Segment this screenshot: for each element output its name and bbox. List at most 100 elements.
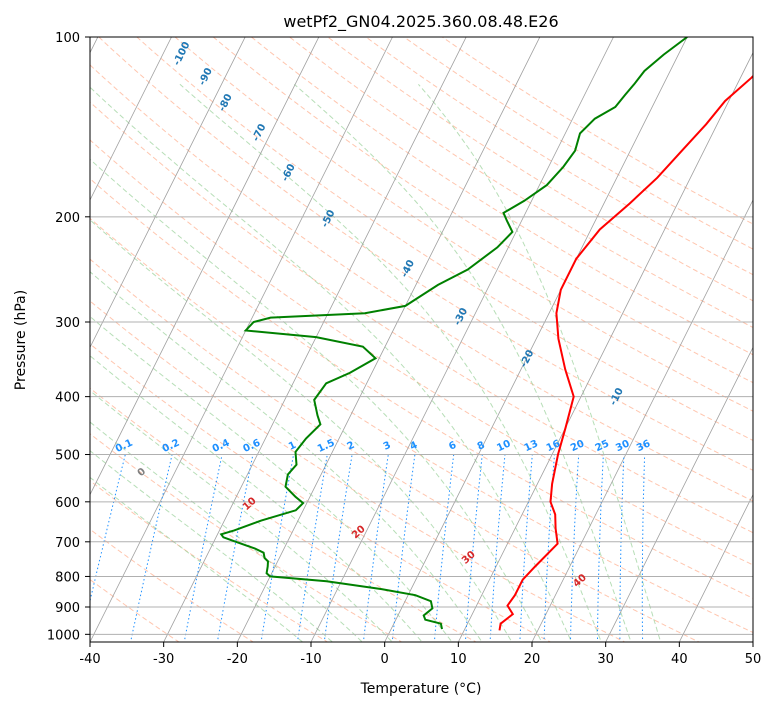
mixing-ratio-label: 20 xyxy=(569,438,586,454)
dry-adiabat xyxy=(90,178,753,599)
x-tick-label: -30 xyxy=(153,652,174,667)
mixing-ratio-label: 30 xyxy=(614,438,631,454)
dry-adiabat xyxy=(136,37,753,441)
mixing-ratio-line xyxy=(323,454,353,642)
dry-adiabat xyxy=(90,258,701,642)
mixing-ratio-line xyxy=(296,454,328,642)
isotherm-line xyxy=(310,37,614,642)
background-lines xyxy=(90,37,753,642)
dry-adiabat xyxy=(90,387,478,642)
mixing-ratio-line xyxy=(596,454,604,642)
plot-frame xyxy=(89,36,754,643)
x-tick-label: -20 xyxy=(227,652,248,667)
mixing-ratio-line xyxy=(260,454,295,642)
dry-adiabat-label: 20 xyxy=(350,524,368,542)
mixing-ratio-label: 0.4 xyxy=(211,438,232,455)
sounding-profiles xyxy=(219,37,753,631)
dry-adiabat xyxy=(90,101,753,534)
dry-adiabat xyxy=(98,37,753,471)
dry-adiabat xyxy=(90,139,753,566)
y-tick-label: 400 xyxy=(55,391,80,406)
mixing-ratio-label: 6 xyxy=(447,440,458,453)
mixing-ratio-line xyxy=(362,454,389,642)
mixing-ratio-label: 36 xyxy=(635,438,652,454)
mixing-ratio-line xyxy=(130,454,173,642)
dry-adiabat xyxy=(212,37,753,384)
mixing-ratio-label: 4 xyxy=(408,440,419,453)
mixing-ratio-label: 8 xyxy=(476,440,487,453)
moist-adiabat xyxy=(90,476,304,642)
moist-adiabat xyxy=(179,83,602,642)
y-tick-label: 200 xyxy=(55,211,80,226)
y-tick-label: 100 xyxy=(55,31,80,46)
dry-adiabat xyxy=(90,578,180,642)
y-axis-label: Pressure (hPa) xyxy=(13,290,29,390)
isotherm-label: -90 xyxy=(197,66,215,87)
y-tick-label: 900 xyxy=(55,601,80,616)
isotherm-line xyxy=(236,37,541,642)
y-tick-label: 1000 xyxy=(47,628,80,643)
x-tick-label: 40 xyxy=(671,652,688,667)
isotherm-line xyxy=(90,37,172,201)
mixing-ratio-label: 1 xyxy=(287,440,298,453)
mixing-ratio-line xyxy=(216,454,254,642)
dry-adiabat-label: 10 xyxy=(241,495,259,513)
mixing-ratio-line xyxy=(183,454,223,642)
mixing-ratio-line xyxy=(489,454,506,642)
dry-adiabat xyxy=(90,528,255,642)
moist-adiabat xyxy=(90,450,334,642)
y-tick-label: 800 xyxy=(55,570,80,585)
isotherm-label: -80 xyxy=(217,92,235,113)
pressure-gridlines xyxy=(90,216,753,635)
y-tick-label: 300 xyxy=(55,316,80,331)
moist-adiabat xyxy=(293,83,632,642)
mixing-ratio-label: 0.2 xyxy=(161,438,182,455)
x-axis-label: Temperature (°C) xyxy=(360,681,482,697)
isotherm-line xyxy=(90,37,393,642)
isotherm-label: -50 xyxy=(320,208,338,229)
x-tick-label: 20 xyxy=(524,652,541,667)
isotherm-line xyxy=(457,51,753,642)
isotherm-label: -20 xyxy=(519,348,537,369)
isotherm-line xyxy=(605,346,753,642)
mixing-ratio-label: 25 xyxy=(594,438,611,454)
dry-adiabat xyxy=(90,64,753,502)
mixing-ratio-label: 2 xyxy=(346,440,357,453)
isoline-labels: -100-90-80-70-60-50-40-30-20-100.1 0.2 0.4… xyxy=(114,40,652,590)
moist-adiabat xyxy=(90,271,483,642)
mixing-ratio-line xyxy=(519,454,533,642)
dry-adiabat-label: 40 xyxy=(571,572,589,590)
mixing-ratio-line xyxy=(569,454,580,642)
x-tick-label: 10 xyxy=(450,652,467,667)
isotherm-label: -30 xyxy=(452,306,470,327)
mixing-ratio-line xyxy=(619,454,625,642)
x-tick-label: 30 xyxy=(597,652,614,667)
y-tick-label: 600 xyxy=(55,496,80,511)
isotherm-label: -70 xyxy=(251,122,269,143)
isotherm-line xyxy=(90,37,320,496)
y-axis: 100 200 300 400 500 600 700 800 900 1000 xyxy=(47,31,90,643)
mixing-ratio-label: 3 xyxy=(382,440,393,453)
chart-title: wetPf2_GN04.2025.360.08.48.E26 xyxy=(283,12,558,32)
isotherm-label: -100 xyxy=(172,40,193,67)
x-axis: -40 -30 -20 -10 0 10 20 30 40 50 xyxy=(79,642,761,667)
moist-adiabat xyxy=(90,86,573,642)
mixing-ratio-line xyxy=(641,454,646,642)
dry-adiabat xyxy=(326,37,753,302)
x-tick-label: 0 xyxy=(381,652,389,667)
isotherm-line xyxy=(163,37,467,642)
isotherm-line xyxy=(531,199,753,642)
dry-adiabat xyxy=(90,217,753,634)
isotherm-line xyxy=(90,37,246,349)
moist-adiabat xyxy=(418,83,662,642)
dry-adiabat xyxy=(403,37,753,250)
y-tick-label: 500 xyxy=(55,449,80,464)
moist-adiabat xyxy=(90,315,453,642)
mixing-ratio-label: 16 xyxy=(545,438,562,454)
temperature-profile xyxy=(498,74,753,631)
isotherm-line xyxy=(678,493,753,642)
dry-adiabat-label: 30 xyxy=(460,549,478,567)
dry-adiabat xyxy=(288,37,753,329)
x-tick-label: -40 xyxy=(79,652,100,667)
